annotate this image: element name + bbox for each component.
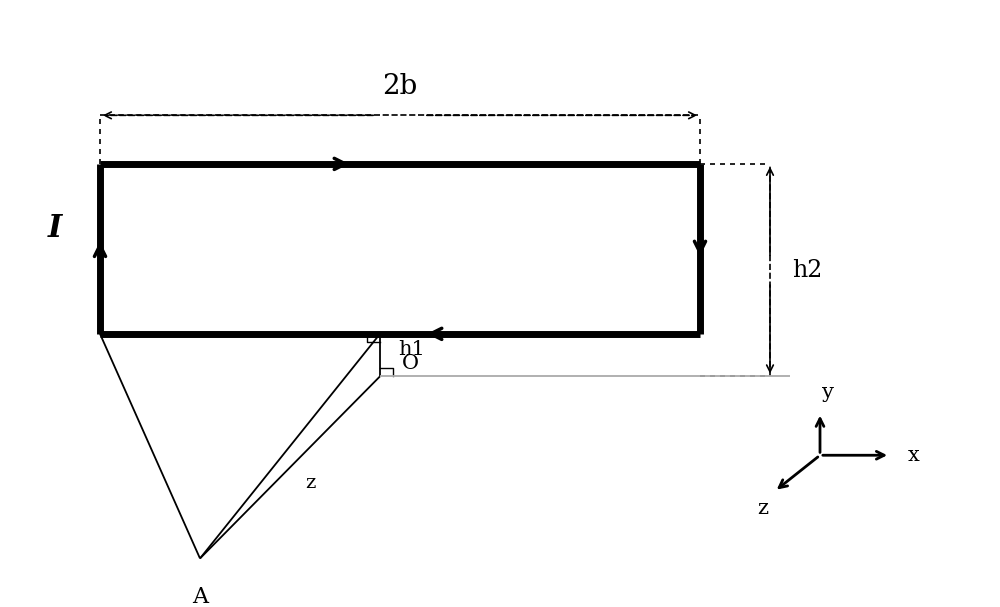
Text: z: z: [757, 499, 768, 518]
Text: y: y: [822, 383, 834, 402]
Text: z: z: [305, 473, 315, 492]
Text: A: A: [192, 586, 208, 607]
Text: h1: h1: [398, 339, 425, 359]
Text: x: x: [908, 446, 920, 465]
Text: 2b: 2b: [382, 73, 418, 100]
Text: h2: h2: [792, 259, 822, 282]
Text: O: O: [402, 354, 419, 373]
Text: I: I: [48, 213, 62, 244]
